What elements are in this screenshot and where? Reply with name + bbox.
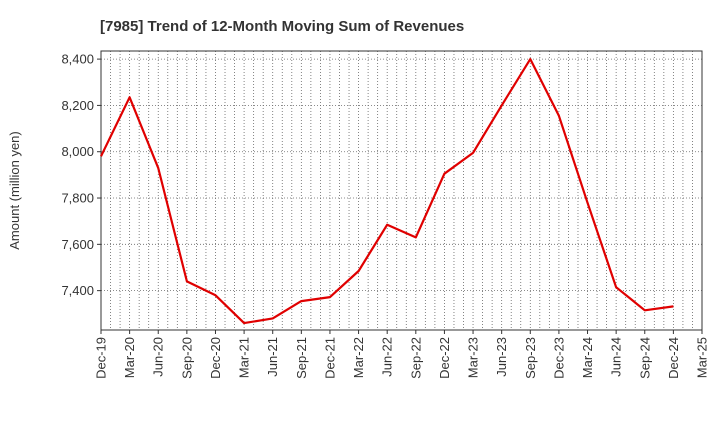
x-tick-label: Jun-24 [609,337,624,377]
x-tick-label: Sep-23 [523,337,538,379]
x-tick-label: Mar-23 [466,337,481,378]
x-tick-label: Mar-21 [237,337,252,378]
x-tick-label: Dec-20 [208,337,223,379]
x-tick-label: Jun-21 [265,337,280,377]
y-tick-label: 7,800 [61,191,94,206]
y-tick-label: 8,400 [61,52,94,67]
y-tick-label: 7,600 [61,237,94,252]
x-tick-label: Dec-23 [551,337,566,379]
x-tick-label: Mar-22 [351,337,366,378]
y-tick-label: 8,000 [61,144,94,159]
grid-lines [101,51,702,330]
x-tick-label: Mar-24 [580,337,595,378]
x-tick-label: Sep-21 [294,337,309,379]
x-tick-label: Jun-20 [151,337,166,377]
y-axis-label: Amount (million yen) [7,131,22,250]
x-tick-label: Mar-25 [695,337,710,378]
plot-area [100,50,703,331]
series-line [100,57,674,325]
x-tick-label: Jun-22 [380,337,395,377]
x-tick-label: Sep-20 [179,337,194,379]
x-tick-label: Dec-24 [666,337,681,379]
chart-title: [7985] Trend of 12-Month Moving Sum of R… [100,18,464,35]
x-tick-label: Dec-19 [94,337,109,379]
y-tick-label: 7,400 [61,283,94,298]
x-tick-label: Sep-22 [408,337,423,379]
x-axis-ticks: Dec-19 Mar-20 Jun-20 Sep-20 Dec-20 Mar-21 Jun-… [94,330,710,379]
x-tick-label: Dec-21 [322,337,337,379]
x-tick-label: Mar-20 [122,337,137,378]
x-tick-label: Jun-23 [494,337,509,377]
y-axis-ticks: 7,400 7,600 7,800 8,000 8,200 8,400 [61,52,101,298]
x-tick-label: Sep-24 [637,337,652,379]
x-tick-label: Dec-22 [437,337,452,379]
y-tick-label: 8,200 [61,98,94,113]
